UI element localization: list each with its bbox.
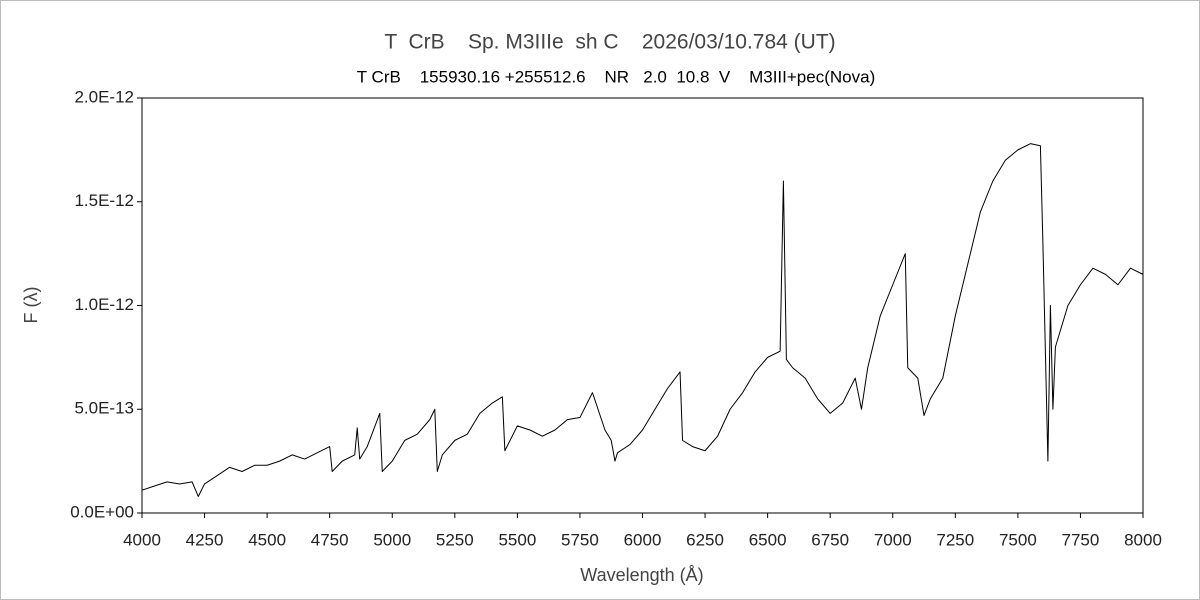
y-tick-label: 1.0E-12	[74, 295, 134, 314]
chart-subtitle: T CrB 155930.16 +255512.6 NR 2.0 10.8 V …	[357, 67, 875, 86]
x-tick-label: 5500	[498, 530, 536, 549]
x-tick-label: 8000	[1124, 530, 1162, 549]
y-tick-label: 1.5E-12	[74, 191, 134, 210]
x-tick-label: 7500	[999, 530, 1037, 549]
x-tick-label: 5750	[561, 530, 599, 549]
x-axis-label: Wavelength (Å)	[580, 565, 703, 585]
x-tick-label: 6000	[624, 530, 662, 549]
x-tick-label: 6750	[811, 530, 849, 549]
y-tick-label: 0.0E+00	[70, 502, 134, 521]
x-tick-label: 7000	[874, 530, 912, 549]
x-tick-label: 6250	[686, 530, 724, 549]
y-tick-label: 5.0E-13	[74, 399, 134, 418]
x-tick-label: 4250	[186, 530, 224, 549]
x-tick-label: 4000	[123, 530, 161, 549]
x-tick-label: 5000	[373, 530, 411, 549]
y-axis-label: F (λ)	[21, 287, 41, 324]
chart-title: T CrB Sp. M3IIIe sh C 2026/03/10.784 (UT…	[384, 31, 835, 54]
x-tick-label: 4500	[248, 530, 286, 549]
x-tick-label: 7250	[936, 530, 974, 549]
x-tick-label: 4750	[311, 530, 349, 549]
x-tick-label: 5250	[436, 530, 474, 549]
x-tick-label: 6500	[749, 530, 787, 549]
x-tick-label: 7750	[1062, 530, 1100, 549]
spectrum-line	[141, 143, 1144, 497]
y-tick-label: 2.0E-12	[74, 87, 134, 106]
